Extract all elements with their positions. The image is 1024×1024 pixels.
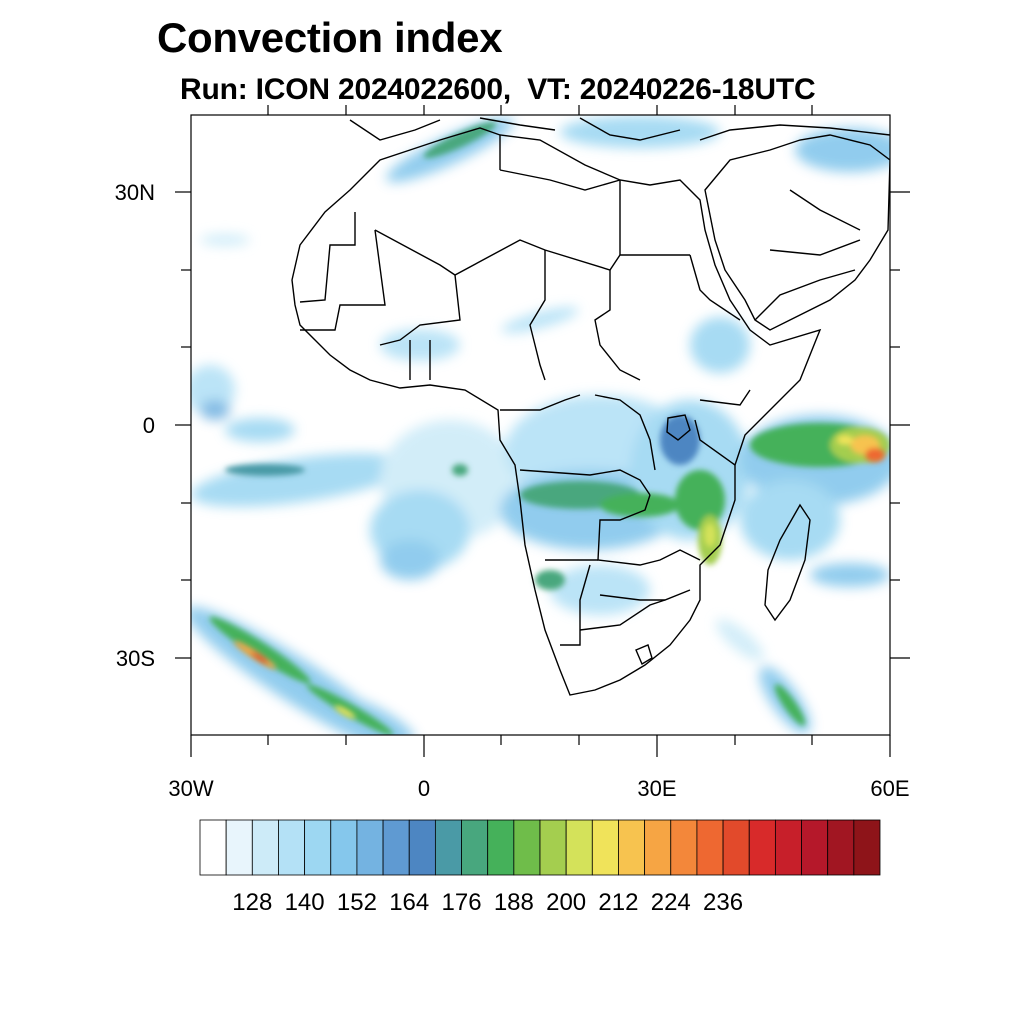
colorbar-tick-label: 188 [493,889,534,916]
colorbar-swatch [434,819,462,876]
lon-label-30w: 30W [168,776,214,801]
lon-label-60e: 60E [870,776,910,801]
colorbar-tick-label: 236 [703,889,744,916]
colorbar-swatch [539,819,567,876]
colorbar-swatch [513,819,541,876]
colorbar-swatch [251,819,279,876]
colorbar-swatch [278,819,306,876]
colorbar-tick-label: 152 [336,889,377,916]
map-title: Convection index [157,14,503,61]
colorbar-swatch [801,819,829,876]
colorbar-swatch [827,819,855,876]
colorbar-swatch [774,819,802,876]
colorbar-swatch [696,819,724,876]
colorbar-swatch [356,819,384,876]
colorbar-tick-label: 212 [598,889,639,916]
coastlines [291,117,890,696]
colorbar-tick-label: 140 [284,889,325,916]
colorbar-swatch [461,819,489,876]
map-subtitle: Run: ICON 2024022600, VT: 20240226-18UTC [180,73,816,106]
colorbar-swatch [644,819,672,876]
colorbar-swatch [722,819,750,876]
colorbar-swatch [670,819,698,876]
colorbar-swatch [382,819,410,876]
colorbar [199,819,881,876]
colorbar-swatch [487,819,515,876]
lon-label-0: 0 [417,776,431,801]
lat-label-0: 0 [142,413,155,438]
colorbar-swatch [618,819,646,876]
colorbar-swatch [225,819,253,876]
colorbar-tick-label: 200 [546,889,587,916]
colorbar-swatch [330,819,358,876]
colorbar-swatch [591,819,619,876]
colorbar-swatch [565,819,593,876]
colorbar-tick-label: 128 [232,889,273,916]
lat-label-30n: 30N [114,180,155,205]
colorbar-tick-label: 176 [441,889,482,916]
colorbar-swatch [853,819,881,876]
colorbar-swatch [199,819,227,876]
colorbar-swatch [408,819,436,876]
colorbar-swatch [748,819,776,876]
colorbar-swatch [304,819,332,876]
colorbar-tick-label: 164 [389,889,430,916]
convection-field [191,116,890,735]
axis-ticks [175,105,910,757]
lat-label-30s: 30S [115,646,155,671]
colorbar-tick-label: 224 [650,889,691,916]
lon-label-30e: 30E [637,776,677,801]
